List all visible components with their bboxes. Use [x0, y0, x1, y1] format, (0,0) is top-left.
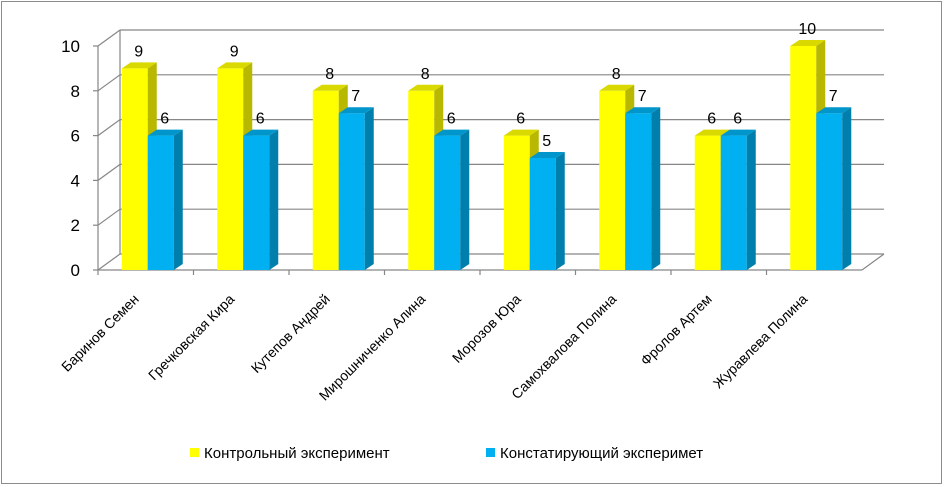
legend-swatch	[486, 448, 495, 457]
x-category-label: Морозов Юра	[449, 291, 524, 366]
bar-top	[694, 129, 730, 136]
data-label: 5	[542, 133, 551, 150]
floor-edge	[861, 253, 885, 271]
gridline-side	[97, 74, 121, 92]
bar-side	[269, 129, 279, 270]
bar	[217, 68, 244, 271]
x-category-label: Баринов Семен	[58, 291, 142, 375]
bar-top	[147, 129, 183, 136]
y-tick-label: 0	[71, 261, 80, 280]
bar-top	[338, 107, 374, 114]
x-category-label: Мирошниченко Алина	[316, 291, 429, 404]
x-category-label: Гречковская Кира	[145, 291, 238, 384]
y-tick-label: 2	[71, 216, 80, 235]
bar-top	[790, 40, 826, 46]
gridline-side	[97, 208, 121, 226]
legend-swatch	[190, 448, 199, 457]
y-tick-label: 6	[71, 127, 80, 146]
bar-side	[651, 107, 661, 270]
bar	[338, 113, 365, 270]
y-tick-label: 8	[71, 82, 80, 101]
legend-entry: Констатирующий эксперимет	[500, 445, 703, 462]
bar-top	[312, 84, 348, 91]
data-label: 6	[160, 111, 169, 128]
bar-top	[434, 129, 470, 136]
bar	[147, 135, 174, 270]
bar-side	[746, 129, 756, 270]
data-label: 8	[421, 66, 430, 83]
gridline-side	[97, 119, 121, 137]
data-label: 7	[351, 88, 360, 105]
bar-top	[720, 129, 756, 136]
bar-top	[121, 62, 157, 69]
data-label: 6	[707, 111, 716, 128]
bar	[408, 90, 435, 270]
data-label: 8	[325, 66, 334, 83]
x-category-label: Фролов Артем	[637, 291, 715, 369]
bar	[529, 158, 556, 270]
bar-top	[503, 129, 539, 136]
data-label: 6	[256, 111, 265, 128]
data-label: 6	[516, 111, 525, 128]
bar	[790, 46, 817, 270]
x-category-label: Кутепов Андрей	[248, 291, 333, 376]
legend-entry: Контрольный эксперимент	[204, 445, 390, 462]
data-label: 9	[230, 43, 239, 60]
data-label: 8	[612, 66, 621, 83]
data-label: 7	[829, 88, 838, 105]
data-label: 6	[447, 111, 456, 128]
bar	[312, 90, 339, 270]
data-label: 6	[733, 111, 742, 128]
bar-top	[529, 152, 565, 158]
gridline-side	[97, 29, 121, 47]
data-label: 7	[638, 88, 647, 105]
bar-side	[842, 107, 852, 270]
bar-top	[816, 107, 852, 114]
bar	[625, 113, 652, 270]
gridline-side	[97, 253, 121, 271]
bar-top	[408, 84, 444, 91]
bar	[599, 90, 626, 270]
bar-side	[555, 152, 565, 270]
bar-top	[599, 84, 635, 91]
data-label: 9	[134, 43, 143, 60]
bar	[694, 135, 721, 270]
data-label: 10	[798, 21, 816, 38]
bar-top	[243, 129, 279, 136]
bar	[503, 135, 530, 270]
y-tick-label: 10	[61, 37, 80, 56]
bar-side	[364, 107, 374, 270]
bar-top	[217, 62, 253, 69]
y-tick-label: 4	[71, 171, 80, 190]
bar-side	[460, 129, 470, 270]
bar	[243, 135, 270, 270]
bar	[720, 135, 747, 270]
x-category-label: Самохвалова Полина	[508, 291, 620, 403]
bar	[121, 68, 148, 271]
x-category-label: Журавлева Полина	[710, 291, 811, 392]
bar	[816, 113, 843, 270]
bar-top	[625, 107, 661, 114]
gridline-side	[97, 163, 121, 181]
bar	[434, 135, 461, 270]
bar-side	[173, 129, 183, 270]
